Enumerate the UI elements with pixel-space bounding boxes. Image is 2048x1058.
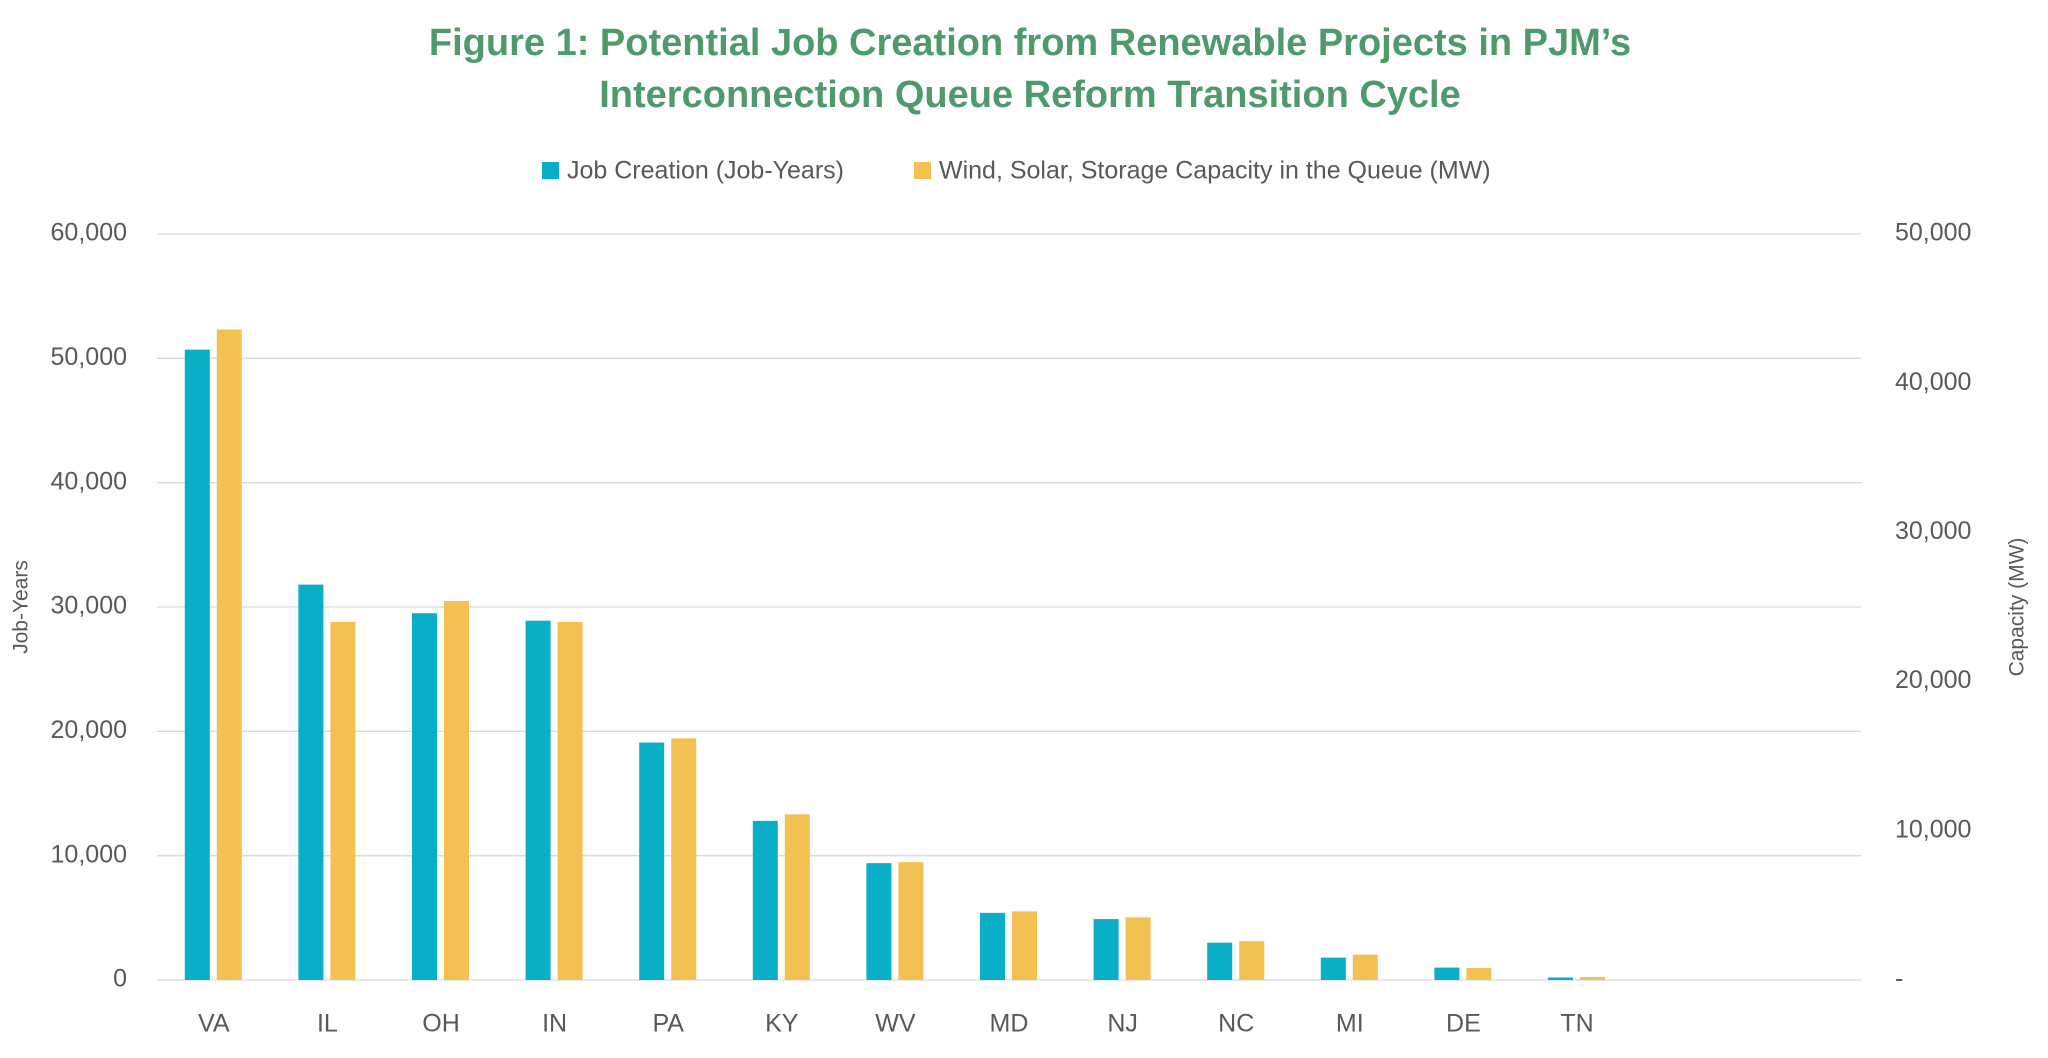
y2-tick-label: 50,000 [1895, 219, 1971, 247]
x-tick-label: DE [1446, 1010, 1481, 1038]
bar [525, 620, 551, 980]
y-tick-label: 20,000 [51, 716, 127, 744]
bar [1434, 967, 1460, 980]
bar [557, 621, 583, 980]
bar [784, 814, 810, 980]
bar [444, 601, 469, 980]
y-tick-label: 30,000 [51, 592, 127, 620]
y-tick-label: 40,000 [51, 467, 127, 495]
legend-label: Wind, Solar, Storage Capacity in the Que… [939, 157, 1491, 185]
bar [1093, 919, 1119, 980]
legend-label: Job Creation (Job-Years) [567, 157, 844, 185]
x-tick-label: KY [765, 1010, 799, 1038]
bar [866, 863, 892, 980]
bar [412, 613, 437, 980]
x-tick-label: TN [1560, 1010, 1593, 1038]
bar [184, 349, 210, 980]
y2-tick-label: 30,000 [1895, 517, 1971, 545]
x-tick-label: MI [1336, 1010, 1364, 1038]
y-tick-label: 0 [113, 965, 127, 993]
legend-swatch [542, 162, 559, 179]
legend-swatch [914, 162, 931, 179]
x-tick-label: VA [198, 1010, 230, 1038]
y2-tick-label: 40,000 [1895, 368, 1971, 396]
bar [1207, 942, 1233, 980]
x-tick-label: PA [652, 1010, 684, 1038]
x-tick-label: NC [1218, 1010, 1254, 1038]
bar [639, 742, 665, 980]
x-tick-label: NJ [1107, 1010, 1138, 1038]
bar [1239, 941, 1265, 980]
bar [1012, 911, 1037, 980]
bar [671, 738, 697, 980]
bar [330, 621, 356, 980]
y-tick-label: 50,000 [51, 343, 127, 371]
bar [216, 329, 242, 980]
y2-tick-label: - [1895, 965, 1903, 993]
bar [1352, 954, 1378, 980]
bar [752, 820, 778, 980]
bar [1548, 977, 1573, 980]
x-tick-label: MD [990, 1010, 1029, 1038]
x-tick-label: OH [422, 1010, 460, 1038]
bar [298, 584, 324, 980]
x-tick-label: WV [875, 1010, 916, 1038]
bar [980, 912, 1005, 980]
bar [1466, 968, 1492, 980]
bar [1580, 977, 1605, 980]
bar [898, 862, 924, 980]
y2-tick-label: 10,000 [1895, 815, 1971, 843]
y-tick-label: 60,000 [51, 219, 127, 247]
y2-axis-title: Capacity (MW) [2006, 538, 2029, 677]
bar [1320, 957, 1346, 980]
chart-title: Interconnection Queue Reform Transition … [599, 74, 1461, 116]
y-tick-label: 10,000 [51, 840, 127, 868]
chart-title: Figure 1: Potential Job Creation from Re… [429, 22, 1631, 64]
x-tick-label: IL [317, 1010, 338, 1038]
y2-tick-label: 20,000 [1895, 666, 1971, 694]
x-tick-label: IN [542, 1010, 567, 1038]
bar [1125, 917, 1151, 980]
y-axis-title: Job-Years [10, 560, 33, 654]
